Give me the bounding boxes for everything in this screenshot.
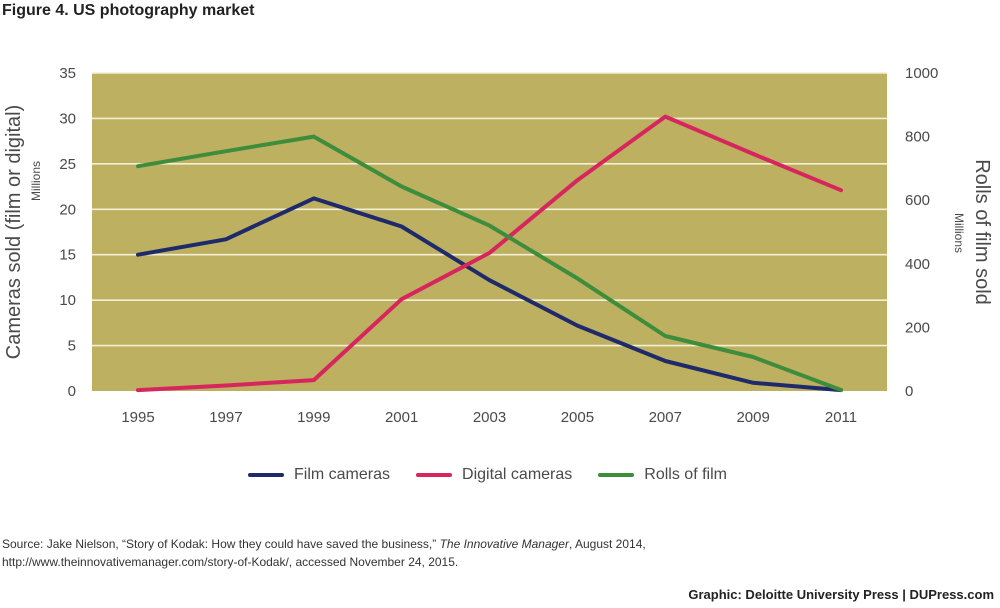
y-left-tick-label-30: 30 [59,110,76,127]
source-prefix: Source: Jake Nielson, “Story of Kodak: H… [2,537,440,551]
source-suffix: , August 2014, [568,537,646,551]
line-chart: 0 5 10 15 20 25 30 35 0 200 400 600 800 1000 1995 1997 1… [3,65,993,426]
plot-background [92,73,887,391]
graphic-credit: Graphic: Deloitte University Press | DUP… [688,587,994,602]
x-tick-label-2005: 2005 [561,409,594,426]
y-right-tick-label-1000: 1000 [905,65,938,82]
x-tick-label-1999: 1999 [297,409,330,426]
y-right-tick-label-0: 0 [905,383,913,400]
y-left-tick-label-0: 0 [68,383,76,400]
legend-label-film-cameras: Film cameras [294,466,391,483]
y-right-axis-unit: Millions [952,213,966,253]
x-tick-label-1995: 1995 [121,409,154,426]
x-tick-label-2009: 2009 [736,409,769,426]
x-tick-label-2011: 2011 [825,409,857,426]
y-right-tick-label-200: 200 [905,319,930,336]
legend-item-film-cameras: Film cameras [248,466,390,484]
y-left-tick-label-5: 5 [68,338,76,355]
legend-swatch-rolls-of-film [598,473,635,477]
legend-label-digital-cameras: Digital cameras [462,466,573,483]
x-tick-label-1997: 1997 [209,409,242,426]
figure-title: Figure 4. US photography market [2,2,255,19]
source-note: Source: Jake Nielson, “Story of Kodak: H… [2,535,962,571]
x-tick-label-2001: 2001 [385,409,418,426]
y-right-tick-label-400: 400 [905,256,930,273]
y-left-tick-label-25: 25 [59,156,76,173]
legend-item-digital-cameras: Digital cameras [416,466,572,484]
y-left-tick-label-35: 35 [59,65,76,82]
y-right-axis-title: Rolls of film sold [971,159,993,305]
y-left-axis-title: Cameras sold (film or digital) [3,105,25,360]
legend-label-rolls-of-film: Rolls of film [644,466,727,483]
legend-swatch-film-cameras [248,473,284,477]
legend-item-rolls-of-film: Rolls of film [598,466,727,484]
y-left-tick-label-20: 20 [59,201,76,218]
y-left-tick-label-15: 15 [59,247,76,264]
source-url: http://www.theinnovativemanager.com/stor… [2,555,459,569]
y-right-tick-label-800: 800 [905,129,930,146]
legend-swatch-digital-cameras [416,473,453,477]
y-left-axis-unit: Millions [29,161,43,201]
source-publication: The Innovative Manager [439,537,569,551]
y-right-tick-label-600: 600 [905,192,930,209]
x-tick-label-2007: 2007 [649,409,682,426]
y-left-tick-label-10: 10 [59,292,76,309]
x-tick-label-2003: 2003 [473,409,506,426]
legend: Film cameras Digital cameras Rolls of fi… [248,466,727,484]
